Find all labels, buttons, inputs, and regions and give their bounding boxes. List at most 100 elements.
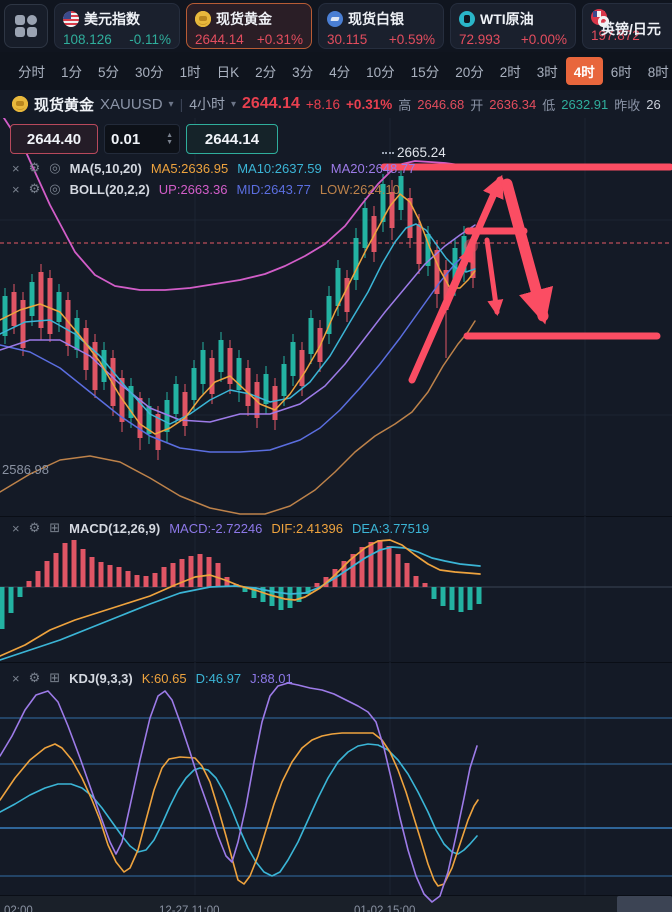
timeframe-3时[interactable]: 3时 (536, 65, 558, 80)
timeframe-30分[interactable]: 30分 (135, 65, 164, 80)
timeframe-15分[interactable]: 15分 (410, 65, 440, 80)
gold-coin-icon (195, 11, 211, 27)
timeframe-bar: 分时1分5分30分1时日K2分3分4分10分15分20分2时3时4时6时8时12… (0, 52, 672, 90)
close-icon[interactable]: × (12, 520, 20, 536)
timeframe-日K[interactable]: 日K (216, 65, 240, 80)
instrument-price: 30.115 (327, 32, 368, 47)
instrument-card-1[interactable]: 现货黄金 2644.14 +0.31% (186, 3, 312, 49)
boll-low-value: LOW:2624.10 (319, 181, 400, 197)
timeframe-1分[interactable]: 1分 (61, 65, 83, 80)
instrument-change: -0.11% (129, 32, 171, 47)
oil-barrel-icon (459, 11, 475, 27)
close-icon[interactable]: × (12, 670, 20, 686)
price-change: +8.16 (305, 96, 341, 112)
eye-icon[interactable]: ◎ (49, 160, 61, 175)
timeframe-4时[interactable]: 4时 (565, 57, 603, 85)
instrument-card-2[interactable]: 现货白银 30.115 +0.59% (318, 3, 444, 49)
expand-icon[interactable]: ⊞ (49, 670, 61, 685)
instrument-change: +0.59% (388, 32, 435, 47)
instrument-card-4[interactable]: 英镑/日元 197.872 (582, 3, 672, 49)
ma20-value: MA20:2648.77 (330, 160, 416, 176)
timeframe-6时[interactable]: 6时 (610, 65, 632, 80)
instrument-price: 72.993 (459, 32, 501, 47)
instrument-name: 现货黄金 (216, 11, 272, 27)
instrument-change: +0.31% (256, 32, 303, 47)
low-label: 低 (542, 97, 556, 113)
chevron-down-icon[interactable]: ▾ (168, 98, 174, 110)
step-up-icon[interactable]: ▲ (166, 132, 173, 139)
instrument-card-3[interactable]: WTI原油 72.993 +0.00% (450, 3, 576, 49)
timeframe-1时[interactable]: 1时 (179, 65, 201, 80)
gear-icon[interactable]: ⚙ (28, 520, 41, 535)
gear-icon[interactable]: ⚙ (28, 160, 41, 175)
boll-up-value: UP:2663.36 (158, 181, 228, 197)
boll-label: BOLL(20,2,2) (69, 181, 150, 197)
instrument-change: +0.00% (520, 32, 567, 47)
instrument-price: 197.872 (591, 28, 640, 43)
kdj-indicator-chart[interactable] (0, 662, 672, 912)
kdj-k-value: K:60.65 (141, 670, 187, 686)
sell-price-button[interactable]: 2644.40 (10, 124, 98, 154)
timeframe-3分[interactable]: 3分 (292, 65, 314, 80)
sell-price: 2644.40 (26, 130, 82, 148)
instrument-price: 2644.14 (195, 32, 244, 47)
axis-label: 02:00 (4, 905, 33, 912)
boll-legend: × ⚙ ◎ BOLL(20,2,2) UP:2663.36 MID:2643.7… (12, 181, 400, 197)
axis-label: 01-02 15:00 (354, 905, 416, 912)
macd-value: MACD:-2.72246 (169, 520, 263, 536)
main-candlestick-chart[interactable] (0, 118, 672, 516)
kdj-label: KDJ(9,3,3) (69, 670, 133, 686)
timeframe-5分[interactable]: 5分 (98, 65, 120, 80)
instrument-name: 美元指数 (84, 11, 140, 27)
chart-header: 现货黄金 XAUUSD ▾ | 4小时 ▾ 2644.14 +8.16 +0.3… (0, 90, 672, 118)
timeframe-2分[interactable]: 2分 (255, 65, 277, 80)
us-flag-icon (63, 11, 79, 27)
close-icon[interactable]: × (12, 160, 20, 176)
dash-icon (382, 151, 394, 154)
buy-price-button[interactable]: 2644.14 (186, 124, 278, 154)
price-change-pct: +0.31% (346, 96, 393, 112)
gbp-jpy-flags-icon: 英镑/日元 (591, 9, 661, 37)
high-label: 高 (398, 97, 412, 113)
grid-menu-icon (15, 15, 37, 37)
step-value: 0.01 (111, 130, 141, 148)
gold-coin-icon (12, 96, 28, 112)
timeframe-4分[interactable]: 4分 (329, 65, 351, 80)
instrument-card-0[interactable]: 美元指数 108.126 -0.11% (54, 3, 180, 49)
dea-value: DEA:3.77519 (351, 520, 430, 536)
timeframe-8时[interactable]: 8时 (647, 65, 669, 80)
period-selector[interactable]: 4小时 (189, 96, 225, 112)
macd-indicator-chart[interactable] (0, 516, 672, 662)
ma-legend: × ⚙ ◎ MA(5,10,20) MA5:2636.95 MA10:2637.… (12, 160, 415, 176)
timeframe-2时[interactable]: 2时 (499, 65, 521, 80)
ma-label: MA(5,10,20) (69, 160, 142, 176)
app-menu-button[interactable] (4, 4, 48, 48)
gear-icon[interactable]: ⚙ (28, 181, 41, 196)
macd-label: MACD(12,26,9) (69, 520, 161, 536)
boll-mid-value: MID:2643.77 (236, 181, 311, 197)
left-price-label: 2586.98 (2, 462, 49, 477)
kdj-d-value: D:46.97 (195, 670, 242, 686)
instrument-cards: 美元指数 108.126 -0.11% 现货黄金 2644.14 +0.31% 现货白银 30… (54, 3, 672, 49)
timeframe-10分[interactable]: 10分 (366, 65, 395, 80)
instrument-name: WTI原油 (480, 11, 534, 27)
kdj-legend: × ⚙ ⊞ KDJ(9,3,3) K:60.65 D:46.97 J:88.01 (12, 670, 293, 686)
timeframe-分时[interactable]: 分时 (18, 65, 45, 80)
close-icon[interactable]: × (12, 181, 20, 197)
symbol-name: 现货黄金 (34, 96, 95, 114)
instrument-name: 现货白银 (348, 11, 404, 27)
symbol-code[interactable]: XAUUSD (100, 95, 163, 113)
open-value: 2636.34 (489, 96, 537, 112)
chevron-down-icon[interactable]: ▾ (231, 98, 237, 110)
timeframe-20分[interactable]: 20分 (455, 65, 484, 80)
expand-icon[interactable]: ⊞ (49, 520, 61, 535)
step-down-icon[interactable]: ▼ (166, 139, 173, 146)
kdj-j-value: J:88.01 (250, 670, 293, 686)
macd-legend: × ⚙ ⊞ MACD(12,26,9) MACD:-2.72246 DIF:2.… (12, 520, 429, 536)
gear-icon[interactable]: ⚙ (28, 670, 41, 685)
eye-icon[interactable]: ◎ (49, 181, 61, 196)
quantity-stepper[interactable]: 0.01 ▲ ▼ (104, 124, 180, 154)
open-label: 开 (470, 97, 484, 113)
time-axis: 02:00 12-27 11:00 01-02 15:00 (0, 895, 672, 912)
